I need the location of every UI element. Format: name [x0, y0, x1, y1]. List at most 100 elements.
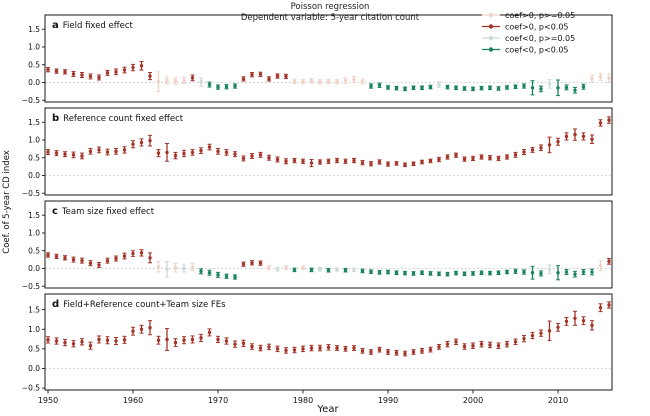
data-point — [386, 85, 390, 90]
y-tick-label: 0.0 — [28, 78, 40, 87]
data-point — [207, 143, 212, 151]
panel-b-title: b Reference count fixed effect — [52, 113, 184, 124]
legend-item: coef>0, p<0.05 — [482, 22, 569, 31]
data-point — [547, 79, 552, 89]
y-tick-label: −0.5 — [22, 189, 40, 198]
data-point — [165, 76, 169, 85]
data-point — [80, 257, 84, 264]
legend-marker-dot — [488, 12, 494, 18]
data-point — [598, 303, 603, 313]
data-point — [522, 269, 526, 275]
data-point — [54, 337, 59, 345]
data-point — [224, 149, 229, 156]
data-point — [284, 158, 288, 165]
data-point — [199, 147, 203, 154]
data-point — [564, 84, 569, 91]
data-point — [394, 349, 399, 356]
data-point — [547, 320, 552, 342]
data-point — [105, 336, 110, 345]
data-point — [275, 266, 280, 272]
data-point — [114, 255, 118, 262]
data-point — [309, 158, 314, 168]
data-point — [369, 83, 373, 89]
data-point — [471, 271, 475, 276]
data-point — [309, 78, 314, 84]
data-point — [199, 268, 203, 275]
data-point — [318, 266, 322, 272]
legend-label: coef<0, p>=0.05 — [505, 34, 575, 43]
y-tick-label: 0.0 — [28, 171, 40, 180]
data-point — [80, 72, 84, 78]
data-point — [454, 270, 458, 276]
data-point — [479, 85, 484, 91]
data-point — [360, 347, 365, 354]
data-point — [437, 156, 441, 163]
data-point — [513, 151, 518, 158]
data-point — [114, 68, 118, 76]
data-point — [420, 85, 424, 91]
data-point — [590, 134, 594, 145]
y-tick-label: 1.5 — [28, 305, 40, 314]
legend-marker-dot — [488, 35, 494, 41]
data-point — [369, 161, 373, 167]
y-tick-label: 1.0 — [28, 229, 40, 238]
data-point — [190, 149, 195, 156]
data-point — [301, 265, 305, 271]
data-point — [530, 80, 535, 96]
data-point — [488, 155, 492, 161]
legend-label: coef<0, p<0.05 — [505, 45, 569, 54]
data-point — [564, 132, 569, 141]
legend-label: coef>0, p>=0.05 — [505, 11, 575, 20]
data-point — [258, 260, 263, 266]
data-point — [148, 320, 152, 336]
data-point — [267, 265, 271, 271]
data-point — [88, 73, 93, 80]
data-point — [139, 324, 144, 334]
data-point — [173, 262, 178, 273]
data-point — [224, 84, 229, 90]
panel-d-title: d Field+Reference count+Team size FEs — [52, 299, 226, 310]
data-point — [428, 84, 433, 90]
data-point — [54, 253, 59, 260]
data-point — [343, 267, 348, 273]
data-point — [462, 343, 467, 350]
data-point — [71, 256, 76, 263]
data-point — [573, 86, 577, 94]
panel-frame — [44, 14, 613, 103]
data-point — [182, 76, 186, 85]
data-point — [505, 85, 509, 90]
data-point — [479, 270, 484, 276]
data-point — [97, 335, 101, 344]
panel-a-title: a Field fixed effect — [52, 20, 134, 31]
data-point — [139, 138, 144, 147]
data-point — [530, 331, 535, 340]
data-point — [156, 260, 161, 273]
data-point — [258, 151, 263, 158]
data-point — [335, 157, 339, 164]
data-point — [131, 63, 135, 72]
data-point — [581, 83, 586, 90]
data-point — [411, 349, 416, 355]
data-point — [216, 271, 220, 278]
data-point — [233, 274, 237, 280]
panel-c-title: c Team size fixed effect — [52, 206, 155, 217]
data-point — [513, 84, 518, 90]
y-tick-label: 1.0 — [28, 136, 40, 145]
panel-frame — [44, 107, 613, 196]
y-tick-label: 0.5 — [28, 153, 40, 162]
data-point — [539, 329, 543, 337]
data-point — [598, 260, 603, 272]
data-point — [403, 162, 407, 168]
data-point — [233, 83, 237, 89]
data-point — [275, 73, 280, 79]
data-point — [573, 310, 577, 326]
data-point — [275, 156, 280, 163]
data-point — [80, 338, 84, 346]
panel-d: −0.5 0.0 0.5 1.0 1.5 1950 1960 1970 1980 1990 2000… — [22, 293, 613, 405]
data-point — [156, 149, 161, 158]
data-point — [301, 158, 305, 164]
x-tick-label: 2000 — [463, 396, 483, 405]
data-point — [165, 260, 169, 278]
data-point — [63, 338, 67, 347]
